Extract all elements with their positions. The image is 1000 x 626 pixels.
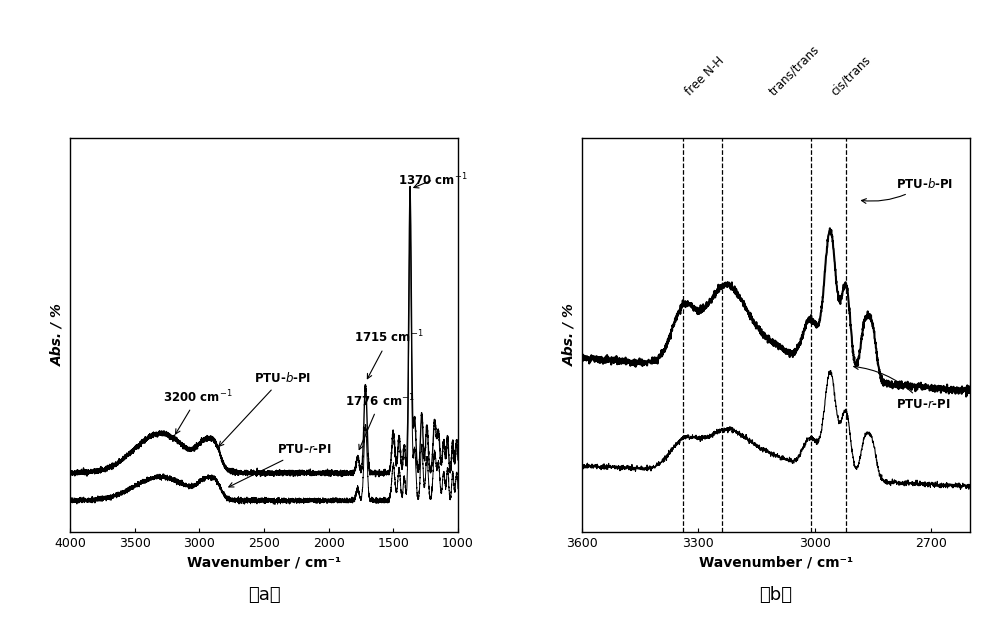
Text: （b）: （b）	[760, 586, 793, 604]
Text: PTU-$b$-PI: PTU-$b$-PI	[219, 371, 311, 446]
Text: trans/trans: trans/trans	[766, 43, 822, 98]
Text: 1370 cm$^{-1}$: 1370 cm$^{-1}$	[398, 172, 468, 188]
X-axis label: Wavenumber / cm⁻¹: Wavenumber / cm⁻¹	[699, 555, 853, 570]
Text: PTU-$b$-PI: PTU-$b$-PI	[861, 177, 954, 203]
Text: 3200 cm$^{-1}$: 3200 cm$^{-1}$	[163, 388, 233, 434]
Text: （a）: （a）	[248, 586, 280, 604]
Y-axis label: Abs. / %: Abs. / %	[563, 304, 577, 366]
Text: PTU-$r$-PI: PTU-$r$-PI	[854, 365, 951, 411]
X-axis label: Wavenumber / cm⁻¹: Wavenumber / cm⁻¹	[187, 555, 341, 570]
Y-axis label: Abs. / %: Abs. / %	[50, 304, 64, 366]
Text: cis/trans: cis/trans	[828, 53, 873, 98]
Text: free N-H: free N-H	[683, 54, 727, 98]
Text: PTU-$r$-PI: PTU-$r$-PI	[229, 443, 332, 487]
Text: 1715 cm$^{-1}$: 1715 cm$^{-1}$	[354, 329, 424, 379]
Text: 1776 cm$^{-1}$: 1776 cm$^{-1}$	[345, 393, 415, 449]
